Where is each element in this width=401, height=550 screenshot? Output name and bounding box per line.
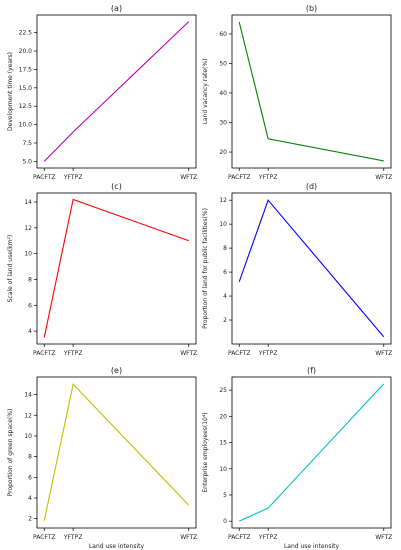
y-tick-label: 4 <box>223 293 227 300</box>
x-tick-label: PACFTZ <box>33 534 56 541</box>
x-tick-label: WFTZ <box>375 350 392 357</box>
x-tick-label: PACFTZ <box>33 174 56 181</box>
y-tick-label: 50 <box>219 60 227 67</box>
y-tick-label: 12.5 <box>19 103 33 110</box>
y-axis-label: Scale of land use(km²) <box>7 235 14 303</box>
y-tick-label: 6 <box>223 269 227 276</box>
y-tick-label: 10.0 <box>19 122 33 129</box>
x-tick-label: YFTPZ <box>258 534 277 541</box>
x-tick-label: WFTZ <box>375 174 392 181</box>
chart-title: (e) <box>111 366 122 375</box>
chart-panel-5: (e) 2 4 6 8 10 12 14 PACFTZ YFTPZ WFTZ Proportion o… <box>7 366 197 550</box>
x-tick-label: WFTZ <box>375 534 392 541</box>
x-axis-label: Land use intensity <box>89 543 145 550</box>
x-axis-label: Land use intensity <box>284 543 340 550</box>
y-tick-label: 17.5 <box>19 66 33 73</box>
y-tick-label: 0 <box>223 518 227 525</box>
x-tick-label: PACFTZ <box>33 350 56 357</box>
y-tick-label: 6 <box>28 474 32 481</box>
y-tick-label: 4 <box>28 328 32 335</box>
y-tick-label: 2 <box>223 317 227 324</box>
chart-panel-3: (c) 4 6 8 10 12 14 PACFTZ YFTPZ WFTZ Scale of land… <box>7 182 197 357</box>
plot-frame <box>231 376 392 529</box>
y-axis-label: Development time (years) <box>7 52 14 131</box>
plot-frame <box>36 376 197 529</box>
series-line <box>43 198 189 338</box>
y-tick-label: 6 <box>28 302 32 309</box>
y-axis-label: Proportion of land for public facilities… <box>202 208 209 329</box>
y-tick-label: 12 <box>219 197 227 204</box>
plot-frame <box>36 192 197 345</box>
x-tick-label: PACFTZ <box>228 174 251 181</box>
y-tick-label: 10 <box>219 466 227 473</box>
y-tick-label: 4 <box>28 495 32 502</box>
x-tick-label: WFTZ <box>180 174 197 181</box>
y-tick-label: 25 <box>219 387 227 394</box>
series-line <box>43 21 190 162</box>
series-line <box>43 383 190 521</box>
chart-title: (b) <box>306 4 317 13</box>
y-tick-label: 14 <box>24 392 32 399</box>
y-tick-label: 40 <box>219 90 227 97</box>
x-tick-label: YFTPZ <box>258 174 277 181</box>
y-axis-label: Land vacancy rate(%) <box>202 59 209 125</box>
y-tick-label: 15 <box>219 440 227 447</box>
x-tick-label: YFTPZ <box>63 350 82 357</box>
chart-panel-1: (a) 5.0 7.5 10.0 12.5 15.0 17.5 20.0 22.5 PACFTZ Y… <box>7 4 197 181</box>
y-tick-label: 8 <box>28 276 32 283</box>
plot-frame <box>231 192 392 345</box>
y-tick-label: 15.0 <box>19 85 33 92</box>
plot-frame <box>231 14 392 169</box>
chart-title: (a) <box>111 4 122 13</box>
y-axis-label: Enterprise employees(10⁴) <box>202 412 209 492</box>
y-tick-label: 5.0 <box>22 158 32 165</box>
y-axis-label: Proportion of green space(%) <box>7 409 14 497</box>
chart-panel-6: (f) 0 5 10 15 20 25 PACFTZ YFTPZ WFTZ Enterprise e… <box>202 366 392 550</box>
y-tick-label: 10 <box>219 221 227 228</box>
y-tick-label: 10 <box>24 251 32 258</box>
chart-panel-2: (b) 20 30 40 50 60 PACFTZ YFTPZ WFTZ Land vacancy… <box>202 4 392 181</box>
series-line <box>239 383 385 522</box>
y-tick-label: 20 <box>219 413 227 420</box>
series-line <box>238 21 384 162</box>
y-tick-label: 14 <box>24 199 32 206</box>
y-tick-label: 20 <box>219 149 227 156</box>
chart-panel-4: (d) 2 4 6 8 10 12 PACFTZ YFTPZ WFTZ Proportion of … <box>202 182 392 357</box>
y-tick-label: 10 <box>24 433 32 440</box>
chart-title: (d) <box>306 182 317 191</box>
x-tick-label: PACFTZ <box>228 350 251 357</box>
x-tick-label: PACFTZ <box>228 534 251 541</box>
y-tick-label: 12 <box>24 225 32 232</box>
y-tick-label: 60 <box>219 31 227 38</box>
y-tick-label: 22.5 <box>19 30 33 37</box>
y-tick-label: 30 <box>219 120 227 127</box>
chart-title: (f) <box>307 366 316 375</box>
x-tick-label: YFTPZ <box>63 534 82 541</box>
plot-frame <box>36 14 197 169</box>
y-tick-label: 8 <box>28 454 32 461</box>
y-tick-label: 20.0 <box>19 48 33 55</box>
x-tick-label: WFTZ <box>180 534 197 541</box>
y-tick-label: 12 <box>24 412 32 419</box>
x-tick-label: YFTPZ <box>258 350 277 357</box>
y-tick-label: 2 <box>28 516 32 523</box>
y-tick-label: 7.5 <box>22 140 32 147</box>
x-tick-label: YFTPZ <box>63 174 82 181</box>
y-tick-label: 8 <box>223 245 227 252</box>
series-line <box>238 199 385 338</box>
x-tick-label: WFTZ <box>180 350 197 357</box>
y-tick-label: 5 <box>223 492 227 499</box>
chart-title: (c) <box>111 182 122 191</box>
